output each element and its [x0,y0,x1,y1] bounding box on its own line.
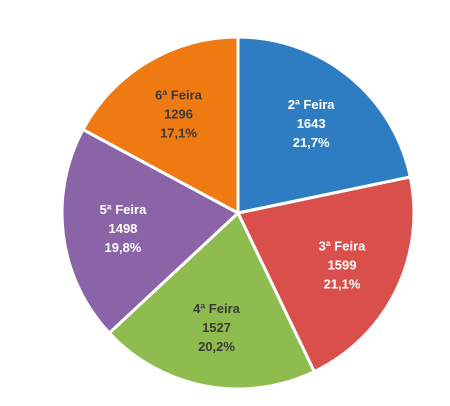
slice-category-label-1: 2ª Feira [288,97,335,112]
slice-value-label-1: 1643 [297,116,326,131]
slice-value-label-2: 1599 [328,257,357,272]
slice-value-label-3: 1527 [202,320,231,335]
pie-slice-3 [107,211,316,391]
pie-slice-2 [236,175,416,374]
pie-slice-5 [81,35,240,215]
slice-category-label-2: 3ª Feira [319,238,366,253]
slice-percent-label-4: 19,8% [105,240,142,255]
slice-percent-label-1: 21,7% [293,135,330,150]
slice-percent-label-2: 21,1% [324,276,361,291]
slice-value-label-4: 1498 [108,221,137,236]
slice-percent-label-3: 20,2% [198,339,235,354]
slice-value-label-5: 1296 [164,106,193,121]
slice-percent-label-5: 17,1% [160,125,197,140]
slice-category-label-4: 5ª Feira [100,202,147,217]
pie-slice-1 [236,35,412,215]
pie-slice-4 [60,128,240,335]
slice-category-label-5: 6ª Feira [155,87,202,102]
slice-category-label-3: 4ª Feira [193,301,240,316]
